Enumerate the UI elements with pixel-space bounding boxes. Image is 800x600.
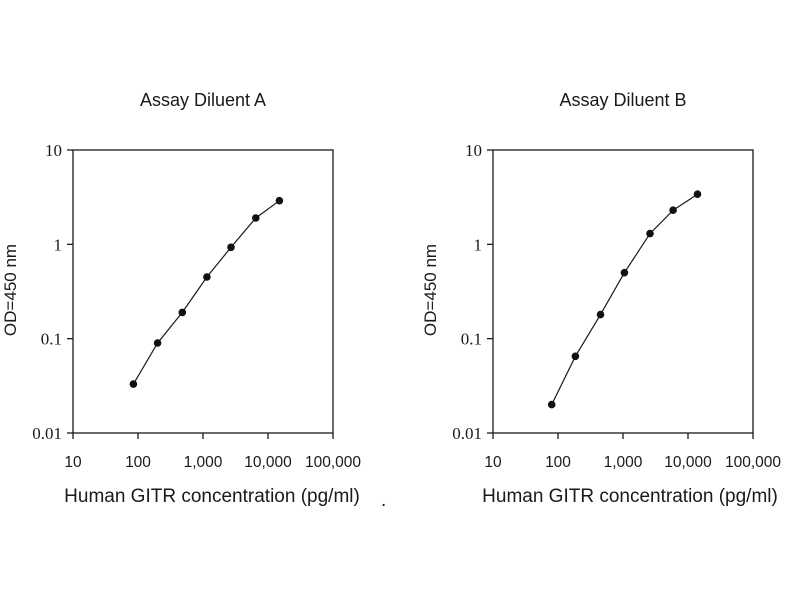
x-tick-label: 1,000 [604,454,643,471]
x-tick-label: 10,000 [244,454,292,471]
x-tick-label: 100 [125,454,151,471]
y-tick-label: 0.01 [32,424,62,443]
y-tick-label: 10 [465,141,482,160]
data-point [693,190,702,198]
x-tick-label: 100 [545,454,571,471]
x-tick-label: 10 [64,454,82,471]
data-point [571,352,580,361]
y-tick-label: 0.01 [452,424,482,443]
x-axis-label: Human GITR concentration (pg/ml) [482,486,778,507]
plot-area: 10 100 1,000 10,000 100,000 0.01 0.1 1 10 [32,141,361,471]
x-axis-label: Human GITR concentration (pg/ml) [64,486,360,507]
y-tick-label: 0.1 [41,330,62,349]
data-point [275,196,284,205]
data-point [153,339,162,347]
y-tick-label: 0.1 [461,330,482,349]
data-point [620,268,629,277]
x-tick-label: 1,000 [184,454,223,471]
chart-assay-diluent-b: Assay Diluent B OD=450 nm 10 100 1,000 10,0… [421,90,781,507]
x-tick-label: 100,000 [305,454,361,471]
data-point [669,206,677,214]
data-point [203,273,211,281]
series-line [551,193,698,405]
y-tick-label: 1 [54,235,63,254]
plot-frame [492,149,754,434]
chart-assay-diluent-a: Assay Diluent A OD=450 nm 10 100 1,000 10,0… [1,90,386,511]
x-tick-label: 10 [484,454,502,471]
data-point [252,214,260,222]
data-point [178,308,187,317]
data-point [646,229,654,238]
y-axis-label: OD=450 nm [1,244,20,336]
x-tick-label: 100,000 [725,454,781,471]
y-tick-label: 1 [474,235,483,254]
series-line [132,200,280,385]
plot-frame [72,149,334,434]
data-point [227,243,235,252]
data-point [596,310,605,319]
y-tick-label: 10 [45,141,62,160]
plot-area: 10 100 1,000 10,000 100,000 0.01 0.1 1 10 [452,141,781,471]
x-tick-label: 10,000 [664,454,712,471]
data-point [129,380,138,388]
data-point [547,400,556,409]
stray-period: . [381,490,386,511]
chart-title: Assay Diluent B [559,90,686,110]
chart-title: Assay Diluent A [140,90,266,110]
y-axis-label: OD=450 nm [421,244,440,336]
